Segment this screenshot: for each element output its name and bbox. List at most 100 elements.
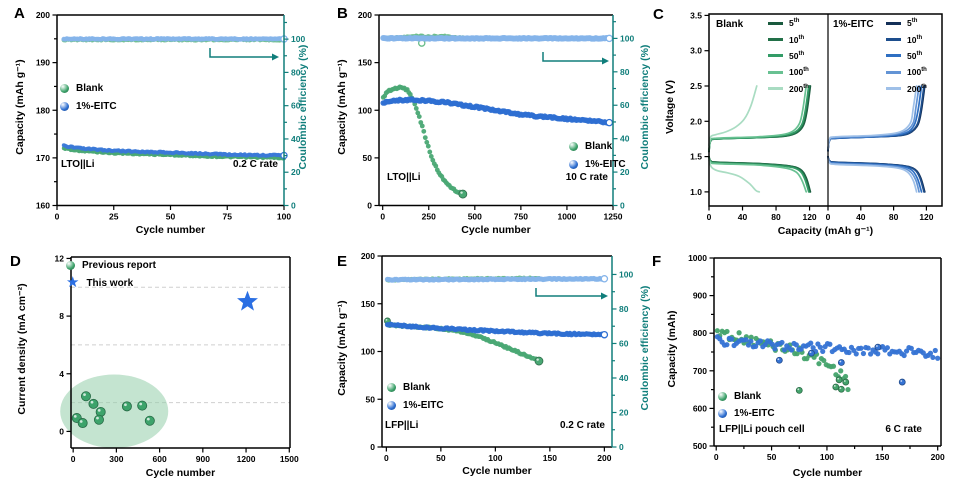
- svg-text:100: 100: [358, 105, 372, 115]
- svg-text:60: 60: [619, 338, 629, 348]
- legend: Previous report ★ This work: [66, 256, 156, 292]
- legend-label: 200th: [789, 83, 809, 94]
- svg-text:0: 0: [620, 201, 625, 211]
- y-axis-label: Current density (mA cm⁻²): [16, 283, 28, 415]
- legend-item: 200th: [768, 81, 809, 97]
- subpanel-title: Blank: [716, 19, 744, 30]
- legend-line-icon: [768, 70, 783, 74]
- rate-tag: 0.2 C rate: [559, 420, 605, 431]
- svg-text:40: 40: [291, 134, 301, 144]
- legend-item: 10th: [886, 31, 927, 47]
- svg-text:100: 100: [277, 212, 291, 222]
- svg-text:8: 8: [59, 311, 64, 321]
- svg-text:0: 0: [384, 453, 389, 463]
- svg-text:20: 20: [291, 167, 301, 177]
- legend-item: 1%-EITC: [387, 396, 444, 414]
- rate-tag: 0.2 C rate: [232, 159, 278, 170]
- svg-text:160: 160: [36, 201, 50, 211]
- legend-item: 1%-EITC: [718, 405, 775, 422]
- svg-text:80: 80: [291, 67, 301, 77]
- legend: Blank 1%-EITC: [60, 79, 117, 115]
- legend-line-icon: [886, 38, 901, 42]
- rate-tag: 10 C rate: [565, 172, 608, 183]
- legend-line-icon: [768, 87, 783, 91]
- svg-text:50: 50: [363, 153, 373, 163]
- svg-text:3.0: 3.0: [690, 46, 702, 56]
- legend-item: 100th: [886, 64, 927, 80]
- legend-item: 200th: [886, 81, 927, 97]
- panel-a-chart: 0 25 50 75 100 160 170 180 190 200 0 20 40 60 80 100: [36, 10, 306, 222]
- svg-text:0: 0: [619, 442, 624, 452]
- svg-text:75: 75: [223, 212, 233, 222]
- panel-c-chart: 0 40 80 120 0 40 80 120 1.0 1.5 2.0 2.5 3.0 3.5: [690, 10, 943, 222]
- x-axis-label: Cycle number: [461, 224, 531, 236]
- legend-eitc-cycles: 5th 10th 50th 100th 200th: [886, 15, 927, 97]
- legend-line-icon: [886, 54, 901, 58]
- svg-text:600: 600: [153, 454, 167, 464]
- svg-text:40: 40: [738, 212, 748, 222]
- legend-ball-icon: [66, 260, 75, 270]
- y-axis-label: Capacity (mAh g⁻¹): [14, 59, 26, 155]
- legend: Blank 1%-EITC: [387, 378, 444, 414]
- svg-text:80: 80: [889, 212, 899, 222]
- legend-ball-icon: [569, 159, 578, 169]
- panel-e-chart: 0 50 100 150 200 0 50 100 150 200 0 20 40 60 80 100: [361, 251, 634, 463]
- x-axis-label: Cycle number: [462, 465, 532, 477]
- svg-text:2.0: 2.0: [690, 116, 702, 126]
- panel-b: 0 250 500 750 1000 1250 0 50 100 150 200 0 20 40 60 80 1…: [320, 0, 651, 246]
- svg-text:200: 200: [361, 251, 375, 261]
- svg-text:200: 200: [931, 452, 945, 462]
- y2-axis-label: Coulombic efficiency (%): [297, 44, 309, 170]
- svg-text:1000: 1000: [557, 212, 576, 222]
- y-axis-label: Capacity (mAh g⁻¹): [336, 300, 348, 396]
- svg-text:150: 150: [875, 452, 889, 462]
- cell-type-tag: LTO||Li: [61, 159, 95, 170]
- svg-text:200: 200: [358, 10, 372, 20]
- legend-ball-icon: [718, 409, 727, 418]
- legend-line-icon: [886, 21, 901, 25]
- svg-text:60: 60: [291, 101, 301, 111]
- svg-text:60: 60: [620, 100, 630, 110]
- svg-text:50: 50: [166, 212, 176, 222]
- svg-text:50: 50: [436, 453, 446, 463]
- panel-c: 0 40 80 120 0 40 80 120 1.0 1.5 2.0 2.5 3.0 3.5 C Vol…: [640, 0, 965, 246]
- svg-text:3.5: 3.5: [690, 10, 702, 20]
- svg-text:1250: 1250: [604, 212, 623, 222]
- x-axis-label: Cycle number: [135, 224, 206, 236]
- panel-label: B: [337, 5, 348, 22]
- legend-ball-icon: [718, 392, 727, 401]
- legend-blank-cycles: 5th 10th 50th 100th 200th: [768, 15, 809, 97]
- svg-text:50: 50: [366, 394, 376, 404]
- svg-text:0: 0: [59, 426, 64, 436]
- legend-item: 1%-EITC: [60, 97, 117, 115]
- legend-item: 10th: [768, 31, 809, 47]
- svg-text:0: 0: [55, 212, 60, 222]
- panel-label: A: [14, 5, 25, 22]
- legend-item: 5th: [768, 15, 809, 31]
- legend-item: 1%-EITC: [569, 155, 626, 173]
- panel-a: 0 25 50 75 100 160 170 180 190 200 0 20 40 60 80 100 A …: [0, 0, 320, 246]
- svg-text:150: 150: [361, 299, 375, 309]
- legend-item: ★ This work: [66, 274, 156, 292]
- svg-text:80: 80: [620, 67, 630, 77]
- svg-text:750: 750: [514, 212, 528, 222]
- legend-ball-icon: [60, 83, 69, 93]
- legend-label: 10th: [789, 34, 805, 45]
- svg-text:190: 190: [36, 58, 50, 68]
- panel-label: E: [337, 253, 348, 270]
- svg-text:20: 20: [619, 407, 629, 417]
- svg-text:150: 150: [543, 453, 557, 463]
- y-axis-label: Capacity (mAh g⁻¹): [336, 59, 348, 155]
- svg-text:80: 80: [771, 212, 781, 222]
- cell-type-tag: LFP||Li pouch cell: [719, 424, 805, 435]
- legend-item: Blank: [387, 378, 444, 396]
- legend-label: 5th: [789, 18, 800, 29]
- y-axis-label: Voltage (V): [664, 79, 676, 135]
- svg-text:700: 700: [693, 366, 707, 376]
- legend-label: 100th: [789, 67, 809, 78]
- svg-text:4: 4: [59, 369, 64, 379]
- svg-text:100: 100: [820, 452, 834, 462]
- panel-label: D: [10, 253, 21, 270]
- panel-d-chart: 0 300 600 900 1200 1500 0 4 8 12: [55, 253, 299, 464]
